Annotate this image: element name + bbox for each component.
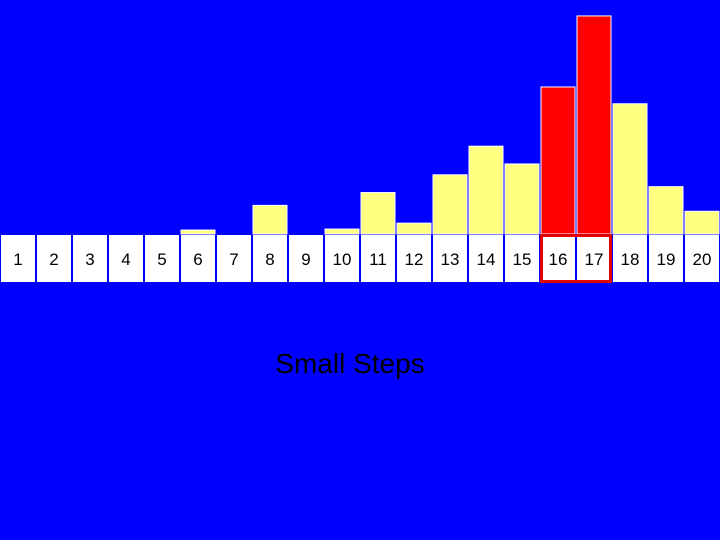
tick-label-2: 2 [49,250,58,269]
tick-label-19: 19 [657,250,676,269]
tick-label-14: 14 [477,250,496,269]
bar-20 [684,210,720,235]
slide-caption: Small Steps [275,348,425,379]
label-cell-4 [109,235,143,282]
highlight-outline [540,234,612,283]
label-cell-1 [1,235,35,282]
tick-label-16: 16 [549,250,568,269]
label-cell-6 [181,235,215,282]
tick-label-15: 15 [513,250,532,269]
label-cell-11 [361,235,395,282]
label-cell-5 [145,235,179,282]
tick-label-13: 13 [441,250,460,269]
bar-8 [252,204,288,235]
bar-13 [432,174,468,235]
tick-label-1: 1 [13,250,22,269]
tick-label-8: 8 [265,250,274,269]
label-cell-15 [505,235,539,282]
tick-label-10: 10 [333,250,352,269]
label-cell-19 [649,235,683,282]
label-cell-8 [253,235,287,282]
label-cell-13 [433,235,467,282]
label-cell-3 [73,235,107,282]
tick-label-11: 11 [369,250,387,269]
bar-18 [612,103,648,235]
tick-label-6: 6 [193,250,202,269]
tick-label-3: 3 [85,250,94,269]
label-cell-12 [397,235,431,282]
label-cell-14 [469,235,503,282]
tick-label-4: 4 [121,250,130,269]
label-cell-17 [577,235,611,282]
label-cell-20 [685,235,719,282]
label-cell-10 [325,235,359,282]
label-cell-9 [289,235,323,282]
bar-16 [540,86,576,235]
tick-label-12: 12 [405,250,424,269]
label-cell-2 [37,235,71,282]
bar-19 [648,186,684,235]
bar-6 [180,229,216,235]
bar-17 [576,15,612,235]
bar-14 [468,145,504,235]
tick-label-9: 9 [301,250,310,269]
label-cell-16 [541,235,575,282]
bar-10 [324,228,360,235]
tick-label-18: 18 [621,250,640,269]
label-cell-7 [217,235,251,282]
histogram-chart: 1 2 3 4 5 6 7 8 9 10 11 12 13 14 15 16 17 18 19 20 [1,15,720,283]
tick-label-7: 7 [229,250,238,269]
tick-label-17: 17 [585,250,604,269]
tick-label-20: 20 [693,250,712,269]
tick-label-5: 5 [157,250,166,269]
bar-12 [396,222,432,235]
label-cell-18 [613,235,647,282]
bar-15 [504,163,540,235]
bar-11 [360,192,396,235]
